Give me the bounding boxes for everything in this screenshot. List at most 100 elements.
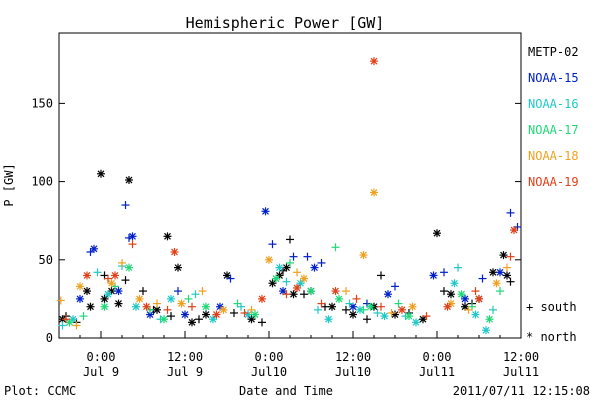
x-tick-label-date: Jul11 <box>503 365 539 379</box>
north-point <box>510 226 518 235</box>
north-point <box>265 255 273 264</box>
north-point <box>104 290 112 299</box>
north-point <box>163 232 172 241</box>
south-point <box>104 274 112 283</box>
north-point <box>209 315 217 324</box>
south-point <box>387 308 396 317</box>
north-point <box>76 294 84 303</box>
north-point <box>398 305 406 314</box>
north-point <box>370 188 378 197</box>
north-point <box>296 279 305 288</box>
south-point <box>174 287 182 296</box>
north-point <box>471 310 480 319</box>
south-point <box>394 299 403 308</box>
south-point <box>342 305 350 314</box>
north-point <box>125 263 133 272</box>
plot-frame <box>58 32 522 339</box>
north-point <box>170 247 179 256</box>
south-point <box>118 258 126 267</box>
y-tick-label: 150 <box>31 96 53 110</box>
south-point <box>363 315 371 324</box>
north-point <box>289 290 298 299</box>
north-point <box>100 302 109 311</box>
data-points <box>56 57 522 335</box>
south-point <box>282 277 291 286</box>
marker-legend-entry: + south <box>526 300 577 314</box>
north-point <box>247 315 256 324</box>
south-point <box>191 290 200 299</box>
south-point <box>62 315 70 324</box>
south-point <box>233 299 242 308</box>
y-tick-label: 50 <box>39 253 53 267</box>
south-point <box>471 287 480 296</box>
north-point <box>328 302 336 311</box>
legend-entry: NOAA-18 <box>528 149 579 163</box>
north-point <box>83 271 91 280</box>
x-tick-label-time: 0:00 <box>423 350 452 364</box>
north-point <box>447 290 455 299</box>
y-tick-label: 100 <box>31 175 53 189</box>
north-point <box>174 263 182 272</box>
north-point <box>135 294 144 303</box>
south-point <box>377 302 385 311</box>
north-point <box>167 294 175 303</box>
north-point <box>244 310 252 319</box>
south-point <box>268 240 277 249</box>
north-point <box>146 310 154 319</box>
x-tick-label-date: Jul 9 <box>83 365 119 379</box>
north-point <box>310 263 319 272</box>
legend-entry: NOAA-16 <box>528 97 579 111</box>
plot-source: Plot: CCMC <box>4 384 76 398</box>
north-point <box>412 318 420 327</box>
south-point <box>282 290 291 299</box>
legend-entry: NOAA-15 <box>528 71 579 85</box>
x-tick-label-time: 12:00 <box>503 350 539 364</box>
legend-entry: NOAA-19 <box>528 175 579 189</box>
north-point <box>475 294 483 303</box>
marker-legend-entry: * north <box>526 330 577 344</box>
north-point <box>272 274 280 283</box>
north-point <box>492 279 501 288</box>
north-point <box>461 294 469 303</box>
south-point <box>167 312 175 321</box>
south-point <box>128 240 137 249</box>
south-point <box>317 258 326 267</box>
south-point <box>153 299 161 308</box>
north-point <box>335 294 343 303</box>
north-point <box>391 310 399 319</box>
south-point <box>503 263 511 272</box>
north-point <box>380 312 389 321</box>
south-point <box>317 299 326 308</box>
north-point <box>97 169 105 178</box>
south-point <box>163 305 172 314</box>
south-point <box>289 252 298 261</box>
north-point <box>69 315 77 324</box>
north-point <box>142 302 151 311</box>
x-tick-label-time: 12:00 <box>335 350 371 364</box>
north-point <box>251 310 259 319</box>
south-point <box>314 305 322 314</box>
north-point <box>489 268 497 277</box>
north-point <box>160 315 168 324</box>
south-point <box>506 208 515 217</box>
north-point <box>90 244 98 253</box>
south-point <box>391 282 399 291</box>
x-tick-label-date: Jul10 <box>335 365 371 379</box>
south-point <box>230 308 238 317</box>
south-point <box>303 252 312 261</box>
south-point <box>58 321 67 330</box>
north-point <box>188 318 196 327</box>
south-point <box>373 308 382 317</box>
plot-timestamp: 2011/07/11 12:15:08 <box>453 384 590 398</box>
north-point <box>485 315 494 324</box>
south-point <box>506 277 515 286</box>
north-point <box>433 229 441 238</box>
south-point <box>226 274 235 283</box>
south-point <box>247 305 256 314</box>
north-point <box>261 207 270 216</box>
x-tick-label-date: Jul11 <box>419 365 455 379</box>
south-point <box>489 305 497 314</box>
north-point <box>128 232 137 241</box>
north-point <box>443 302 452 311</box>
